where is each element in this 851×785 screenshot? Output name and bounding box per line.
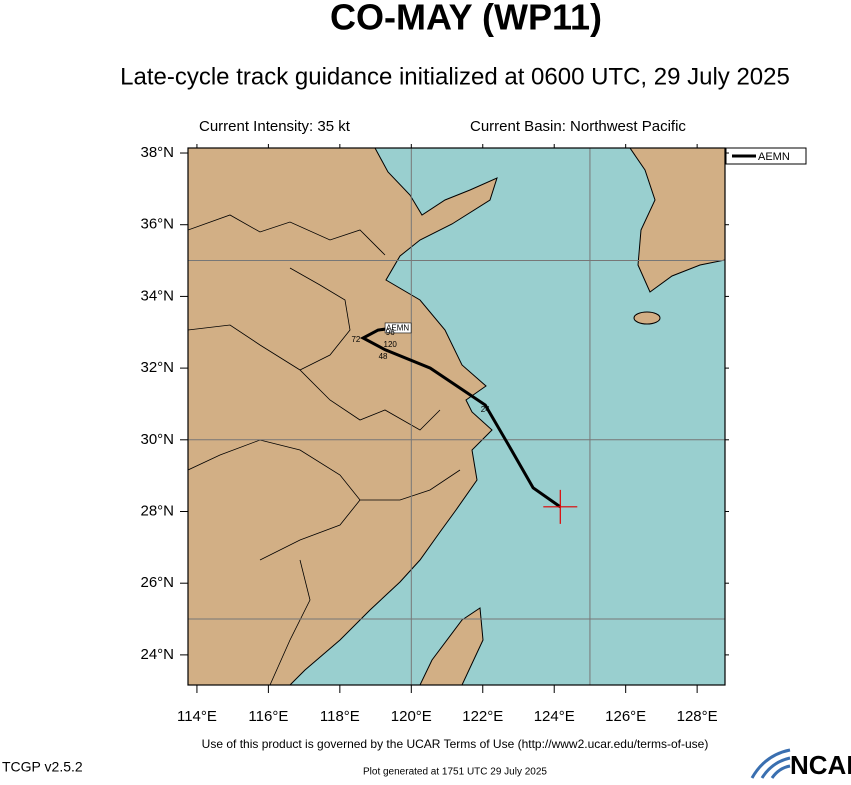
y-tick-label: 24°N [140, 646, 174, 663]
y-tick-label: 26°N [140, 574, 174, 591]
legend-label: AEMN [758, 151, 790, 163]
generated: Plot generated at 1751 UTC 29 July 2025 [363, 767, 547, 778]
taiwan [419, 607, 484, 685]
y-tick-label: 34°N [140, 287, 174, 304]
track-line [359, 326, 562, 509]
x-tick-label: 128°E [677, 708, 718, 725]
basin: Current Basin: Northwest Pacific [470, 118, 686, 135]
version: TCGP v2.5.2 [2, 759, 83, 775]
subtitle: Late-cycle track guidance initialized at… [120, 63, 790, 90]
logo-text: NCAR [790, 750, 851, 780]
overlay: AEMN 24 48 72 96 120 [188, 148, 725, 685]
title: CO-MAY (WP11) [330, 0, 602, 38]
x-tick-label: 114°E [177, 708, 217, 725]
hour-label: 96 [386, 328, 395, 337]
hour-label: 120 [384, 340, 398, 349]
korea [629, 148, 725, 293]
ncar-logo: NCAR [750, 748, 851, 780]
intensity: Current Intensity: 35 kt [199, 118, 351, 135]
x-tick-label: 126°E [605, 708, 646, 725]
borders [188, 214, 461, 685]
hour-label: 24 [481, 405, 490, 414]
hour-label: 72 [351, 335, 360, 344]
x-tick-label: 118°E [320, 708, 360, 725]
track-end-box [384, 322, 412, 334]
y-tick-label: 38°N [140, 144, 174, 161]
x-tick-label: 122°E [462, 708, 503, 725]
current-position [543, 489, 578, 524]
y-tick-label: 32°N [140, 359, 174, 376]
y-tick-label: 28°N [140, 502, 174, 519]
y-tick-label: 36°N [140, 216, 174, 233]
mainland [188, 148, 498, 685]
terms: Use of this product is governed by the U… [202, 737, 709, 751]
hour-label: 48 [379, 352, 388, 361]
legend-box [725, 147, 807, 165]
jeju [633, 311, 661, 325]
map-area [188, 148, 725, 685]
legend: AEMN [725, 147, 807, 165]
x-tick-label: 124°E [534, 708, 575, 725]
track-end-label: AEMN [386, 324, 409, 333]
x-tick-label: 120°E [391, 708, 432, 725]
map-frame [187, 147, 726, 686]
y-tick-label: 30°N [140, 431, 174, 448]
x-tick-label: 116°E [248, 708, 288, 725]
